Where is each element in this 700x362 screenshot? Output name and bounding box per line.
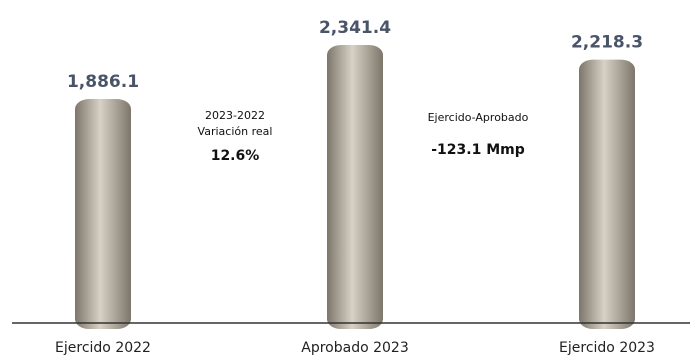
variation-line1: 2023-2022 xyxy=(205,109,265,122)
bar-1 xyxy=(75,99,131,329)
value-label-2: 2,341.4 xyxy=(319,18,391,38)
category-label-1: Ejercido 2022 xyxy=(55,340,151,356)
bar-3 xyxy=(579,59,635,329)
bar-2 xyxy=(327,45,383,329)
bars xyxy=(75,45,635,329)
variation-annotation: 2023-2022 Variación real 12.6% xyxy=(180,108,290,166)
variation-value: 12.6% xyxy=(210,148,260,164)
value-label-3: 2,218.3 xyxy=(571,33,643,53)
category-label-3: Ejercido 2023 xyxy=(559,340,655,356)
labels: 1,886.1 Ejercido 2022 2,341.4 Aprobado 2023… xyxy=(55,18,655,356)
value-label-1: 1,886.1 xyxy=(67,72,139,92)
category-label-2: Aprobado 2023 xyxy=(301,340,408,356)
difference-annotation: Ejercido-Aprobado -123.1 Mmp xyxy=(398,110,558,160)
difference-value: -123.1 Mmp xyxy=(431,142,525,158)
variation-line2: Variación real xyxy=(197,125,273,138)
difference-label: Ejercido-Aprobado xyxy=(427,111,529,124)
